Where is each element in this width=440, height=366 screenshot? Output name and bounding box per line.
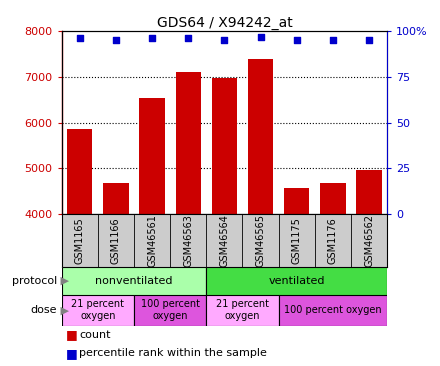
Text: 21 percent
oxygen: 21 percent oxygen [71,299,124,321]
Text: 100 percent oxygen: 100 percent oxygen [284,305,382,315]
Bar [279,295,387,326]
Bar [212,78,237,214]
Text: GSM46564: GSM46564 [220,214,229,267]
Text: ▶: ▶ [57,305,69,315]
Title: GDS64 / X94242_at: GDS64 / X94242_at [157,16,292,30]
Bar [139,98,165,214]
Bar [67,130,92,214]
Text: GSM1165: GSM1165 [75,217,84,264]
Text: ventilated: ventilated [268,276,325,286]
Text: 100 percent
oxygen: 100 percent oxygen [141,299,200,321]
Bar [248,60,273,214]
Point [76,36,83,41]
Text: GSM46562: GSM46562 [364,214,374,267]
Text: ▶: ▶ [57,276,69,286]
Bar [134,295,206,326]
Point [366,37,373,43]
Text: GSM46565: GSM46565 [256,214,266,267]
Bar [284,188,309,214]
Point [257,34,264,40]
Text: GSM1166: GSM1166 [111,217,121,264]
Bar [62,267,206,295]
Bar [356,170,382,214]
Point [293,37,300,43]
Text: ■: ■ [66,328,82,341]
Bar [206,267,387,295]
Text: nonventilated: nonventilated [95,276,173,286]
Text: count: count [79,330,111,340]
Bar [320,183,345,214]
Text: GSM1175: GSM1175 [292,217,302,264]
Text: GSM46563: GSM46563 [183,214,193,267]
Point [330,37,337,43]
Text: GSM46561: GSM46561 [147,214,157,267]
Text: ■: ■ [66,347,82,360]
Point [221,37,228,43]
Text: dose: dose [31,305,57,315]
Bar [103,183,128,214]
Text: GSM1176: GSM1176 [328,217,338,264]
Text: protocol: protocol [12,276,57,286]
Point [149,36,156,41]
Point [185,36,192,41]
Bar [62,295,134,326]
Bar [206,295,279,326]
Text: 21 percent
oxygen: 21 percent oxygen [216,299,269,321]
Text: percentile rank within the sample: percentile rank within the sample [79,348,267,358]
Point [112,37,119,43]
Bar [176,72,201,214]
